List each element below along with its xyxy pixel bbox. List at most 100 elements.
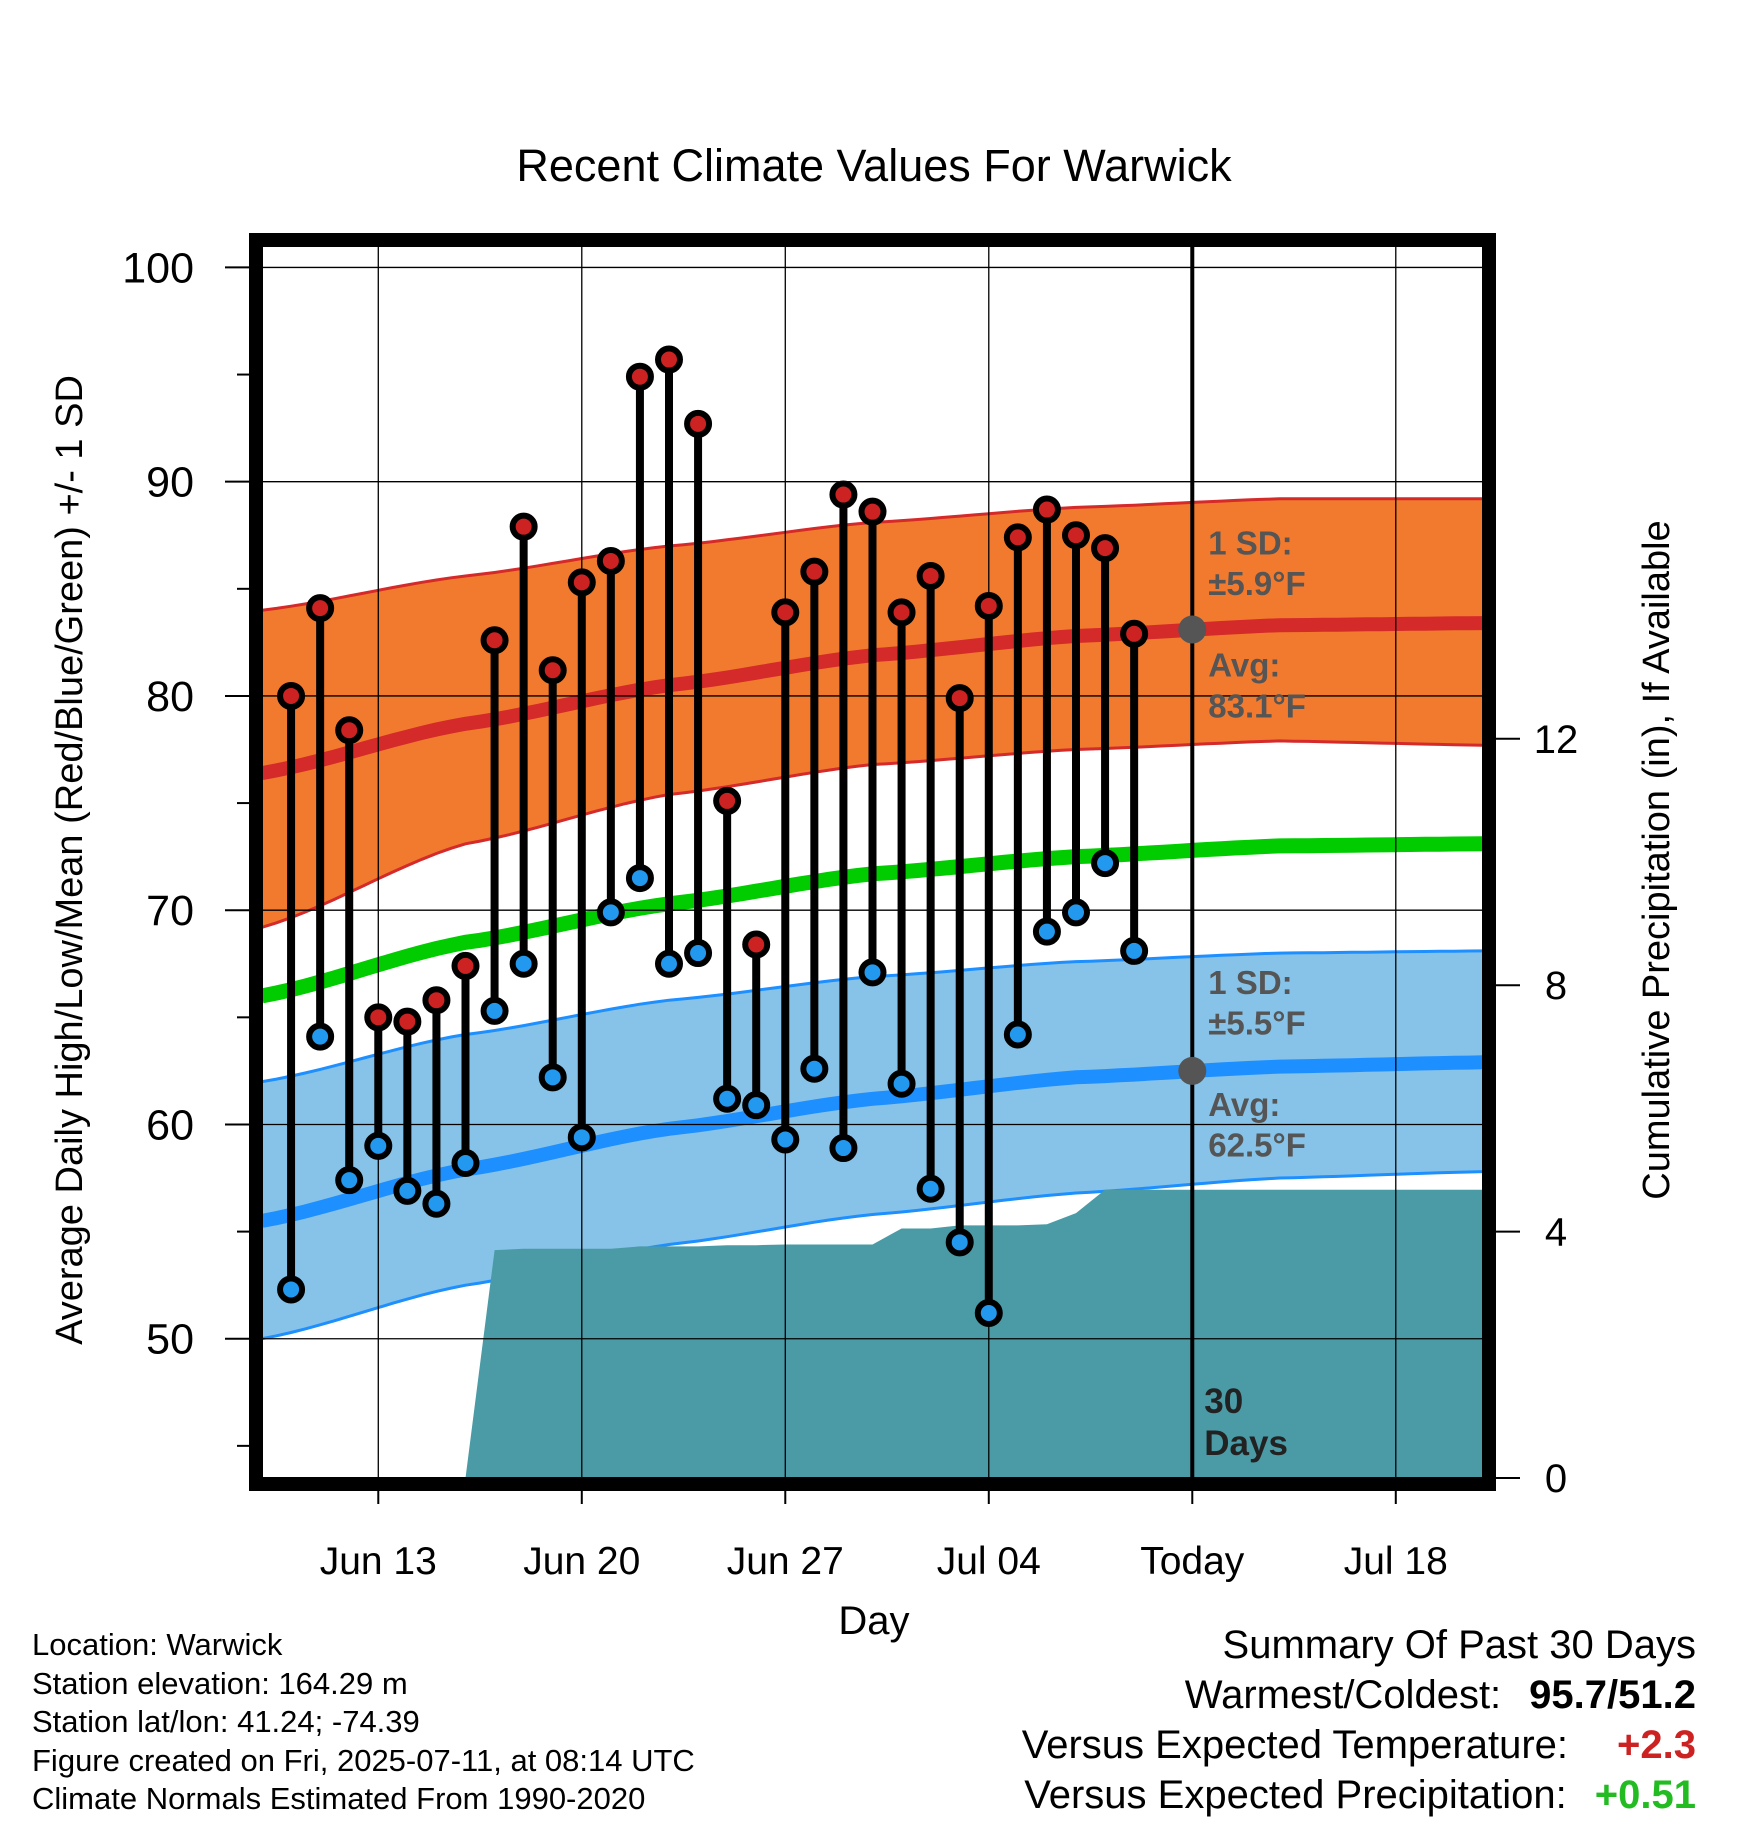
observed-low-point <box>916 1174 945 1203</box>
observed-high-point <box>567 568 596 597</box>
low-sd-value: ±5.5°F <box>1208 1004 1305 1041</box>
observed-low-point <box>306 1022 335 1051</box>
observed-low-point <box>538 1063 567 1092</box>
observed-low-point <box>684 939 713 968</box>
observed-values <box>277 345 1149 1328</box>
observed-low-point <box>1062 898 1090 927</box>
y-tick-label: 70 <box>146 887 194 935</box>
warmest-coldest-row: Warmest/Coldest: 95.7/51.2 <box>1022 1670 1696 1720</box>
precip-departure-row: Versus Expected Precipitation: +0.51 <box>1022 1770 1696 1820</box>
observed-low-point <box>422 1189 451 1218</box>
observed-high-point <box>800 557 829 586</box>
observed-high-point <box>742 930 771 959</box>
low-sd-label: 1 SD: <box>1208 964 1292 1001</box>
low-avg-label: Avg: <box>1208 1086 1280 1123</box>
x-tick-label: Today <box>1140 1540 1245 1583</box>
observed-high-point <box>422 986 451 1015</box>
observed-high-point <box>713 786 742 815</box>
warmest-coldest-value: 95.7/51.2 <box>1529 1673 1696 1717</box>
observed-low-point <box>858 958 887 987</box>
today-high-normal-marker <box>1178 615 1207 644</box>
window-days-number: 30 <box>1204 1382 1243 1421</box>
observed-low-point <box>451 1149 480 1178</box>
temp-departure-row: Versus Expected Temperature: +2.3 <box>1022 1720 1696 1770</box>
elevation-text: Station elevation: 164.29 m <box>32 1665 408 1701</box>
observed-high-point <box>684 409 713 438</box>
plot-frame <box>249 233 1496 1491</box>
high-avg-label: Avg: <box>1208 647 1280 684</box>
observed-high-point <box>974 591 1003 620</box>
y-tick-label: 60 <box>146 1101 194 1149</box>
precip-departure-value: +0.51 <box>1594 1773 1696 1817</box>
observed-low-point <box>1003 1020 1032 1049</box>
x-tick-label: Jul 18 <box>1344 1540 1448 1583</box>
precipitation-area <box>465 1189 1483 1478</box>
temp-departure-label: Versus Expected Temperature: <box>1021 1723 1568 1767</box>
observed-low-point <box>364 1131 393 1160</box>
precip-departure-label: Versus Expected Precipitation: <box>1024 1773 1567 1817</box>
observed-high-point <box>858 497 887 526</box>
high-avg-value: 83.1°F <box>1208 687 1306 724</box>
x-tick-label: Jun 27 <box>727 1540 844 1583</box>
y-tick-label: 50 <box>146 1316 194 1364</box>
observed-high-point <box>538 656 567 685</box>
location-text: Location: Warwick <box>32 1627 283 1662</box>
y-tick-label: 90 <box>146 459 194 507</box>
observed-high-point <box>306 594 335 623</box>
temp-departure-value: +2.3 <box>1617 1723 1696 1767</box>
latlon-text: Station lat/lon: 41.24; -74.39 <box>32 1704 420 1739</box>
high-sd-value: ±5.9°F <box>1208 565 1305 602</box>
observed-high-point <box>887 598 916 627</box>
observed-low-point <box>771 1125 800 1154</box>
y2-axis-label: Cumulative Precipitation (in), If Availa… <box>1636 520 1678 1199</box>
observed-high-point <box>1003 523 1032 552</box>
y2-tick-label: 4 <box>1545 1211 1567 1255</box>
observed-high-point <box>335 716 364 745</box>
station-info: Location: Warwick Station elevation: 164… <box>32 1626 695 1819</box>
low-sd-band <box>262 950 1483 1339</box>
observed-high-point <box>829 480 858 509</box>
observed-low-point <box>1120 936 1149 965</box>
observed-low-point <box>887 1069 916 1098</box>
x-tick-label: Jul 04 <box>937 1540 1041 1583</box>
y-tick-label: 100 <box>122 244 194 292</box>
y2-tick-label: 0 <box>1545 1457 1567 1501</box>
observed-low-point <box>393 1176 422 1205</box>
warmest-coldest-label: Warmest/Coldest: <box>1184 1673 1502 1717</box>
observed-low-point <box>596 898 625 927</box>
y2-tick-label: 12 <box>1534 718 1579 762</box>
observed-low-point <box>625 864 654 893</box>
observed-high-point <box>771 598 800 627</box>
observed-high-point <box>916 561 945 590</box>
x-tick-label: Jun 13 <box>320 1540 437 1583</box>
summary-title: Summary Of Past 30 Days <box>1222 1623 1696 1667</box>
observed-low-point <box>945 1228 974 1257</box>
chart-title: Recent Climate Values For Warwick <box>516 140 1232 191</box>
observed-high-point <box>625 362 654 391</box>
y2-tick-label: 8 <box>1545 964 1567 1008</box>
observed-high-point <box>1032 495 1061 524</box>
observed-low-point <box>974 1299 1003 1328</box>
observed-high-point <box>393 1007 422 1036</box>
observed-low-point <box>277 1275 306 1304</box>
y-axis-label: Average Daily High/Low/Mean (Red/Blue/Gr… <box>49 375 91 1345</box>
observed-low-point <box>829 1134 858 1163</box>
observed-low-point <box>567 1123 596 1152</box>
observed-low-point <box>742 1091 771 1120</box>
observed-high-point <box>945 684 974 713</box>
observed-high-point <box>277 681 306 710</box>
observed-low-point <box>335 1166 364 1195</box>
observed-high-point <box>451 951 480 980</box>
observed-low-point <box>509 949 538 978</box>
observed-low-point <box>480 996 509 1025</box>
observed-high-point <box>509 512 538 541</box>
window-days-label: Days <box>1204 1424 1288 1463</box>
observed-high-point <box>1062 521 1090 550</box>
normals-text: Climate Normals Estimated From 1990-2020 <box>32 1781 646 1816</box>
observed-high-point <box>1120 619 1149 648</box>
observed-low-point <box>800 1054 829 1083</box>
observed-low-point <box>655 949 683 978</box>
observed-high-point <box>655 345 683 374</box>
observed-low-point <box>1032 917 1061 946</box>
